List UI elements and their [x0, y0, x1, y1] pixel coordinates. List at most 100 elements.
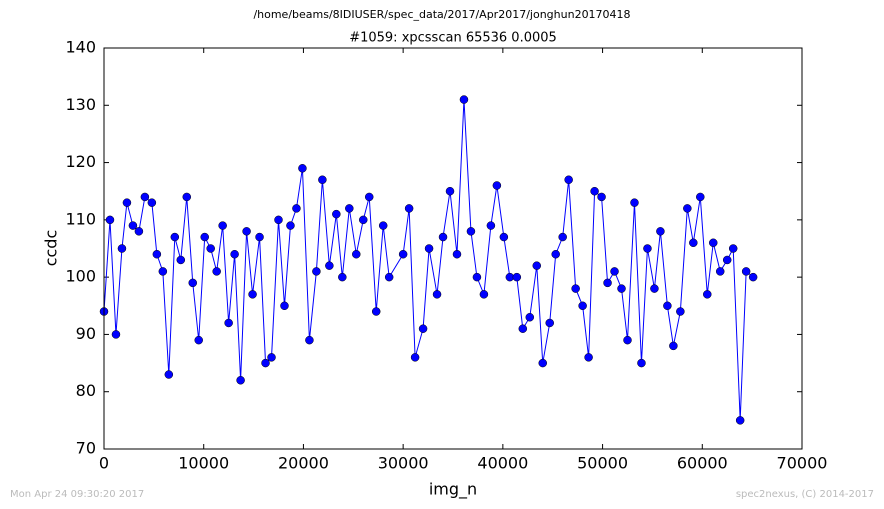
data-point	[551, 249, 560, 259]
data-point	[578, 301, 587, 311]
data-point	[230, 249, 239, 259]
data-point	[438, 232, 448, 242]
x-tick-label: 30000	[378, 454, 429, 473]
data-point	[242, 227, 251, 236]
data-point	[518, 324, 528, 333]
data-point	[111, 330, 121, 339]
data-point	[418, 324, 428, 333]
data-point	[404, 204, 414, 213]
x-tick-label: 70000	[777, 454, 828, 473]
data-point	[486, 221, 496, 230]
data-point	[459, 95, 469, 104]
x-tick-label: 20000	[278, 454, 329, 473]
data-point	[597, 192, 606, 202]
data-point	[748, 272, 758, 282]
data-point	[158, 267, 168, 276]
y-axis-label: ccdc	[42, 230, 61, 267]
data-point	[176, 255, 186, 265]
data-point	[663, 301, 672, 311]
y-tick-label: 120	[65, 152, 96, 171]
data-point	[292, 204, 301, 213]
data-point	[212, 267, 221, 276]
data-point	[122, 198, 132, 207]
x-tick-label: 10000	[178, 454, 229, 473]
data-point	[147, 198, 157, 207]
data-point	[274, 215, 283, 225]
x-tick-label: 0	[99, 454, 109, 473]
data-point	[164, 370, 174, 379]
data-point	[669, 341, 678, 351]
data-point	[492, 181, 502, 190]
y-tick-label: 100	[65, 267, 96, 286]
data-point	[525, 312, 535, 322]
x-axis-label: img_n	[429, 480, 477, 500]
data-point	[603, 278, 612, 288]
data-point	[345, 204, 354, 213]
data-point	[218, 221, 227, 230]
data-point	[105, 215, 115, 225]
data-point	[452, 249, 462, 259]
plot-frame	[103, 47, 803, 450]
data-point	[466, 227, 476, 236]
data-point	[206, 244, 215, 253]
data-point	[696, 192, 705, 202]
suptitle: /home/beams/8IDIUSER/spec_data/2017/Apr2…	[253, 8, 630, 21]
data-point	[364, 192, 374, 202]
data-point	[170, 232, 180, 242]
data-point	[564, 175, 573, 185]
data-point	[280, 301, 289, 311]
data-point	[610, 267, 619, 276]
data-point	[590, 186, 599, 196]
data-point	[134, 227, 144, 236]
data-point	[224, 318, 233, 328]
data-point	[286, 221, 295, 230]
data-point	[200, 232, 209, 242]
data-point	[424, 244, 434, 253]
data-point	[650, 284, 659, 293]
data-point	[378, 221, 388, 230]
data-point	[637, 358, 646, 368]
y-tick-label: 130	[65, 95, 96, 114]
data-point	[545, 318, 554, 328]
data-point	[140, 192, 150, 202]
data-point	[472, 272, 482, 282]
data-point	[703, 290, 712, 299]
y-tick-label: 80	[76, 381, 96, 400]
data-point	[152, 249, 162, 259]
data-point	[584, 353, 593, 362]
data-point	[194, 335, 203, 345]
data-point	[656, 227, 665, 236]
data-point	[255, 232, 264, 242]
data-point	[359, 215, 368, 225]
data-point	[267, 353, 276, 362]
data-point	[445, 186, 455, 196]
x-tick-label: 40000	[477, 454, 528, 473]
data-point	[261, 358, 270, 368]
data-point	[305, 335, 314, 345]
data-point	[298, 164, 307, 173]
data-point	[410, 353, 420, 362]
y-tick-label: 140	[65, 38, 96, 57]
data-point	[689, 238, 698, 248]
data-point	[499, 232, 509, 242]
data-point	[728, 244, 738, 253]
data-point	[248, 290, 257, 299]
data-point	[182, 192, 192, 202]
footer-credit: spec2nexus, (C) 2014-2017	[736, 489, 874, 500]
data-point	[512, 272, 522, 282]
data-point	[722, 255, 732, 265]
y-tick-label: 110	[65, 209, 96, 228]
data-point	[538, 358, 547, 368]
data-point	[741, 267, 751, 276]
data-point	[338, 272, 347, 282]
footer-date: Mon Apr 24 09:30:20 2017	[10, 489, 144, 500]
data-point	[398, 249, 408, 259]
data-point	[236, 376, 245, 385]
data-point	[676, 307, 685, 316]
data-point	[384, 272, 394, 282]
x-tick-label: 50000	[577, 454, 628, 473]
data-point	[709, 238, 718, 248]
